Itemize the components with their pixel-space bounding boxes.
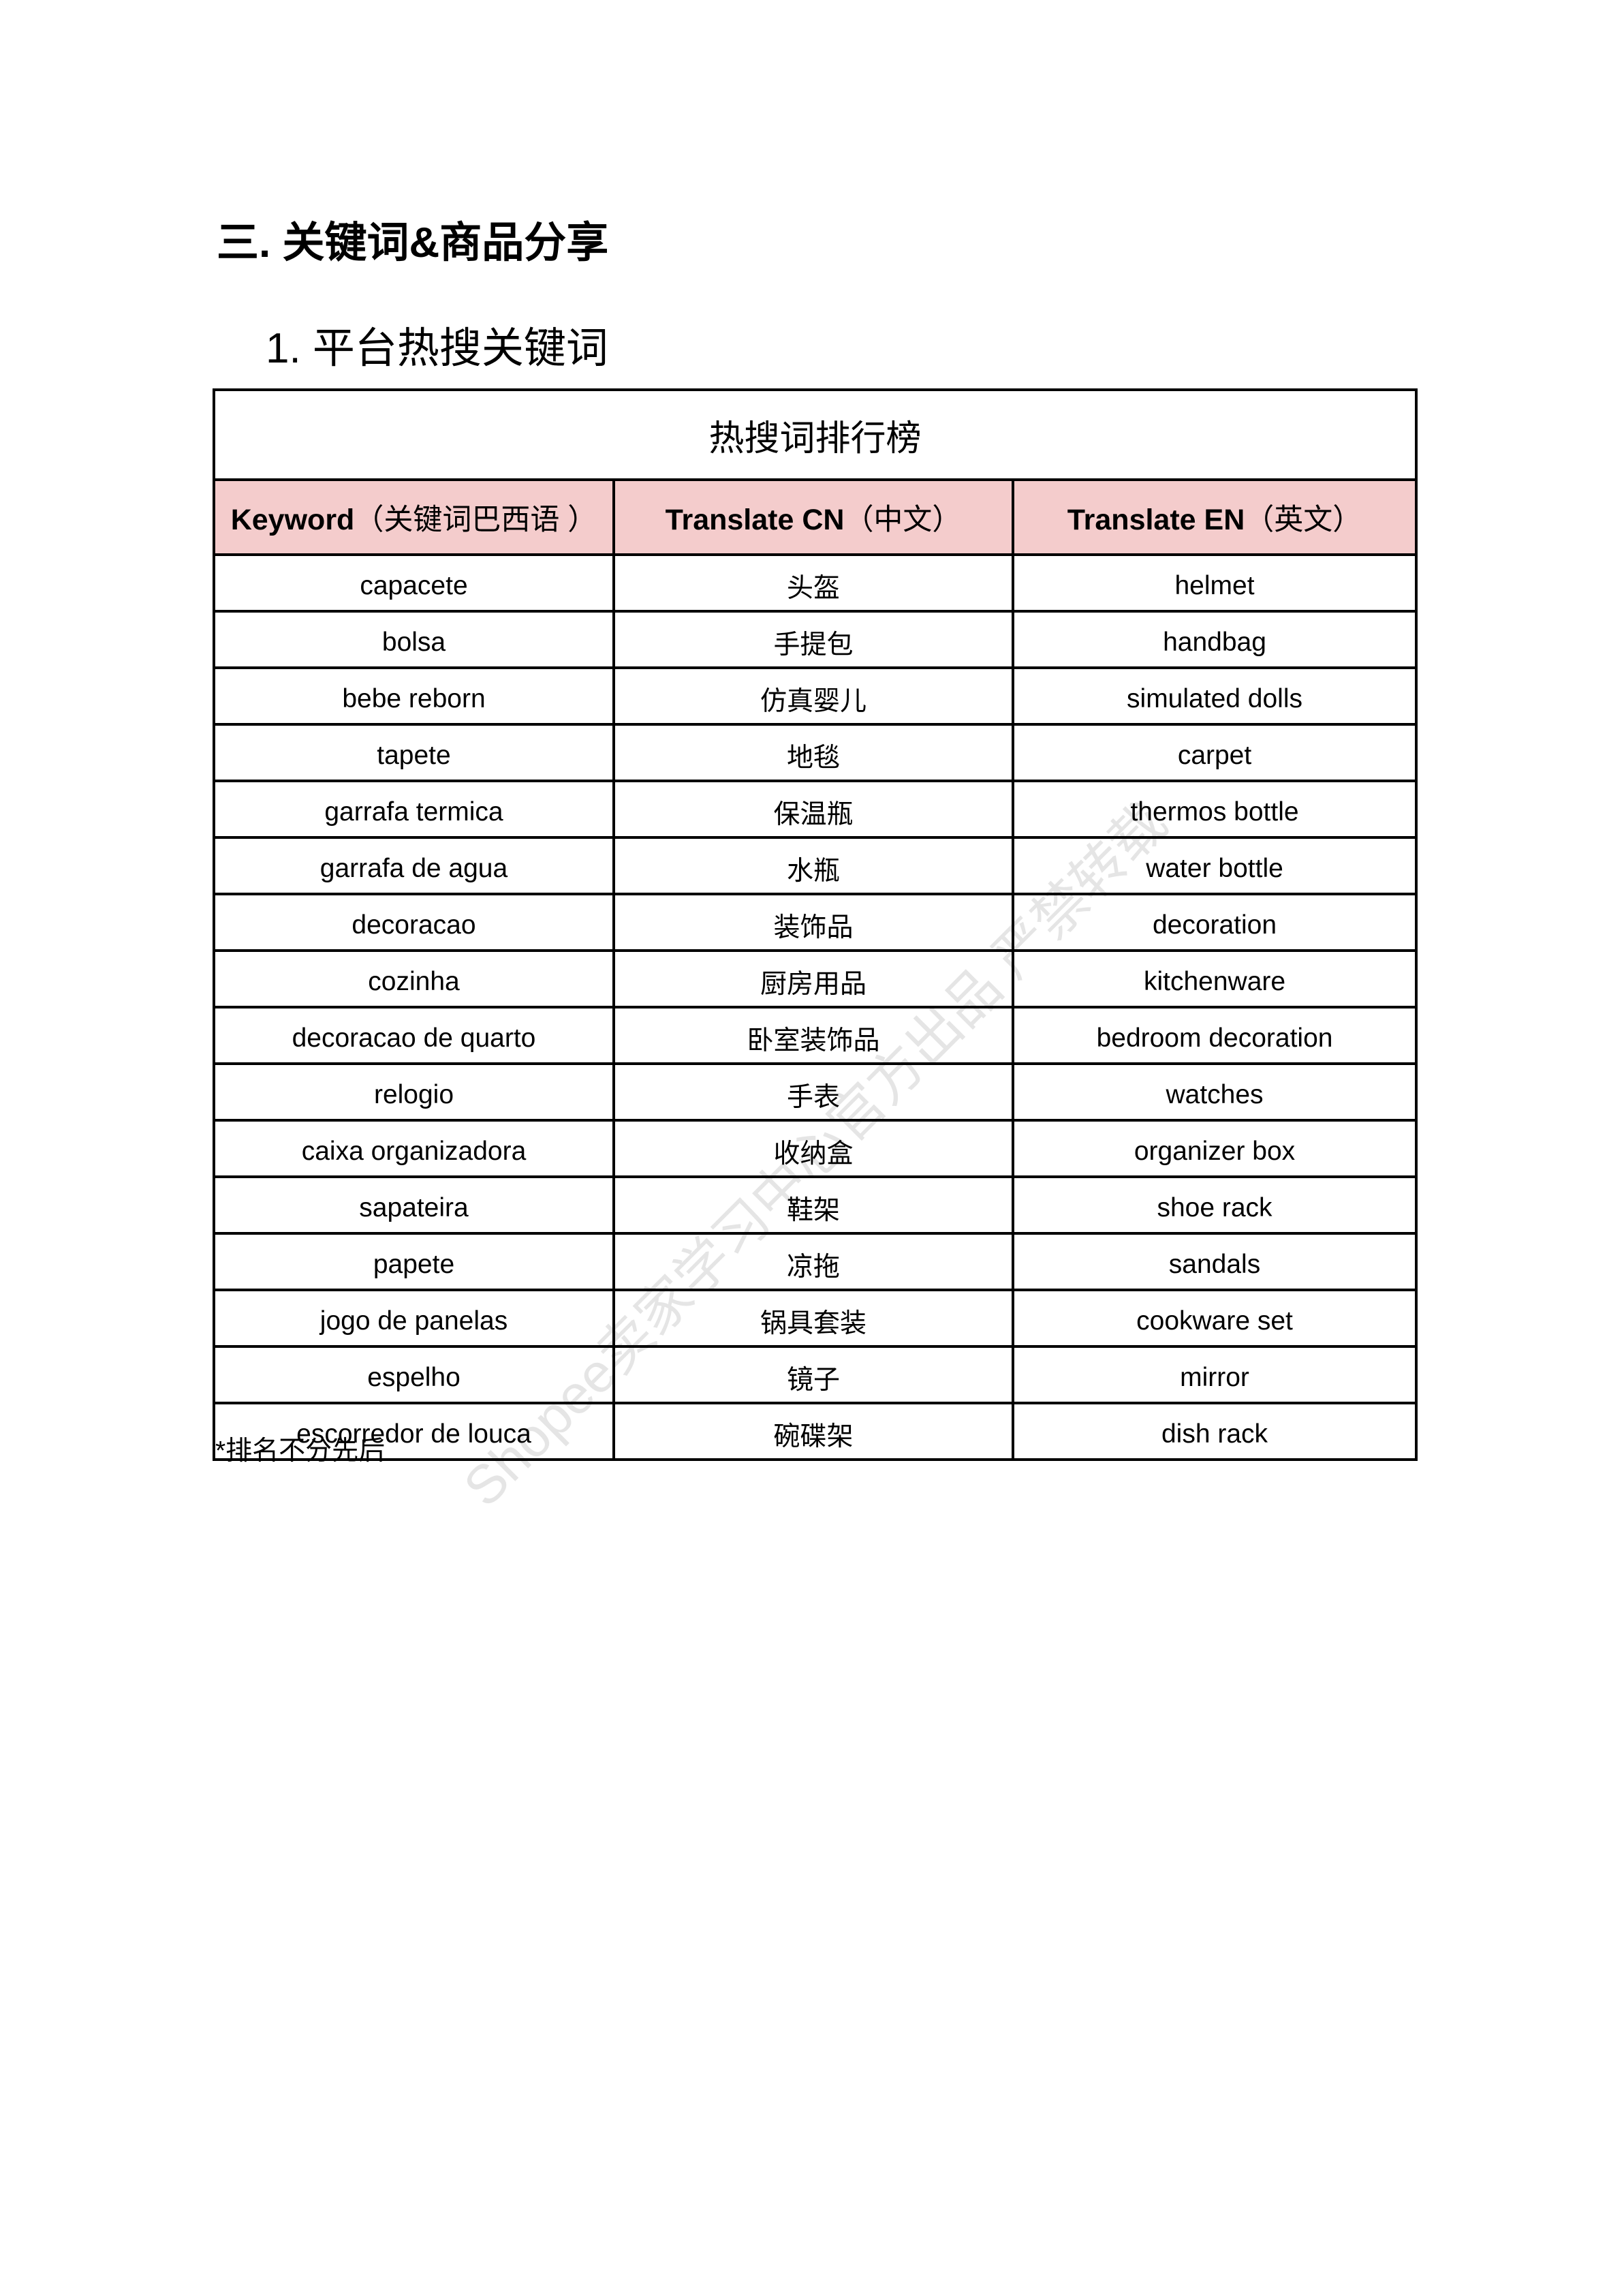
keyword-cell: sapateira [213,1175,615,1235]
table-row: papete 凉拖 sandals [213,1232,1418,1291]
translate-en-cell: organizer box [1011,1119,1418,1178]
table-row: jogo de panelas 锅具套装 cookware set [213,1289,1418,1348]
translate-cn-cell: 地毯 [612,723,1014,782]
translate-en-cell: water bottle [1011,836,1418,895]
table-row: sapateira 鞋架 shoe rack [213,1175,1418,1235]
table-row: escorredor de louca 碗碟架 dish rack [213,1402,1418,1461]
keyword-cell: escorredor de louca [213,1402,615,1461]
keyword-cell: relogio [213,1062,615,1122]
keyword-cell: decoracao de quarto [213,1006,615,1065]
keyword-cell: garrafa termica [213,780,615,839]
column-header-translate-cn: Translate CN（中文） [612,478,1014,556]
column-header-translate-en: Translate EN（英文） [1011,478,1418,556]
translate-cn-cell: 鞋架 [612,1175,1014,1235]
keyword-cell: garrafa de agua [213,836,615,895]
translate-cn-cell: 收纳盒 [612,1119,1014,1178]
section-heading: 三. 关键词&商品分享 [217,219,609,266]
translate-en-cell: bedroom decoration [1011,1006,1418,1065]
translate-en-cell: handbag [1011,610,1418,669]
table-row: decoracao de quarto 卧室装饰品 bedroom decorati… [213,1006,1418,1065]
translate-cn-cell: 卧室装饰品 [612,1006,1014,1065]
translate-cn-cell: 水瓶 [612,836,1014,895]
translate-en-cell: thermos bottle [1011,780,1418,839]
translate-en-cell: kitchenware [1011,949,1418,1008]
keyword-cell: papete [213,1232,615,1291]
table-row: decoracao 装饰品 decoration [213,893,1418,952]
table-row: cozinha 厨房用品 kitchenware [213,949,1418,1008]
translate-en-cell: dish rack [1011,1402,1418,1461]
translate-cn-cell: 手提包 [612,610,1014,669]
translate-cn-cell: 镜子 [612,1345,1014,1404]
translate-en-cell: helmet [1011,553,1418,613]
table-row: garrafa termica 保温瓶 thermos bottle [213,780,1418,839]
translate-cn-cell: 保温瓶 [612,780,1014,839]
footnote: *排名不分先后 [215,1436,386,1466]
translate-cn-cell: 厨房用品 [612,949,1014,1008]
keyword-cell: tapete [213,723,615,782]
translate-cn-cell: 凉拖 [612,1232,1014,1291]
translate-en-cell: cookware set [1011,1289,1418,1348]
table-title: 热搜词排行榜 [212,388,1418,481]
table-row: garrafa de agua 水瓶 water bottle [213,836,1418,895]
translate-cn-cell: 仿真婴儿 [612,666,1014,726]
keyword-cell: capacete [213,553,615,613]
keyword-cell: espelho [213,1345,615,1404]
translate-en-cell: simulated dolls [1011,666,1418,726]
table-row: bebe reborn 仿真婴儿 simulated dolls [213,666,1418,726]
table-row: bolsa 手提包 handbag [213,610,1418,669]
translate-cn-cell: 锅具套装 [612,1289,1014,1348]
keyword-cell: bebe reborn [213,666,615,726]
translate-cn-cell: 头盔 [612,553,1014,613]
keyword-cell: jogo de panelas [213,1289,615,1348]
table-row: caixa organizadora 收纳盒 organizer box [213,1119,1418,1178]
hot-search-table: 热搜词排行榜 Keyword（关键词巴西语 ） Translate CN（中文）… [212,388,1418,1461]
table-row: espelho 镜子 mirror [213,1345,1418,1404]
translate-cn-cell: 碗碟架 [612,1402,1014,1461]
keyword-cell: cozinha [213,949,615,1008]
translate-en-cell: carpet [1011,723,1418,782]
translate-en-cell: sandals [1011,1232,1418,1291]
column-header-keyword: Keyword（关键词巴西语 ） [213,478,615,556]
translate-en-cell: shoe rack [1011,1175,1418,1235]
keyword-cell: caixa organizadora [213,1119,615,1178]
table-row: capacete 头盔 helmet [213,553,1418,613]
keyword-cell: bolsa [213,610,615,669]
table-row: relogio 手表 watches [213,1062,1418,1122]
keyword-cell: decoracao [213,893,615,952]
table-row: tapete 地毯 carpet [213,723,1418,782]
translate-cn-cell: 手表 [612,1062,1014,1122]
subsection-heading: 1. 平台热搜关键词 [266,325,608,372]
translate-en-cell: mirror [1011,1345,1418,1404]
translate-en-cell: decoration [1011,893,1418,952]
translate-cn-cell: 装饰品 [612,893,1014,952]
translate-en-cell: watches [1011,1062,1418,1122]
